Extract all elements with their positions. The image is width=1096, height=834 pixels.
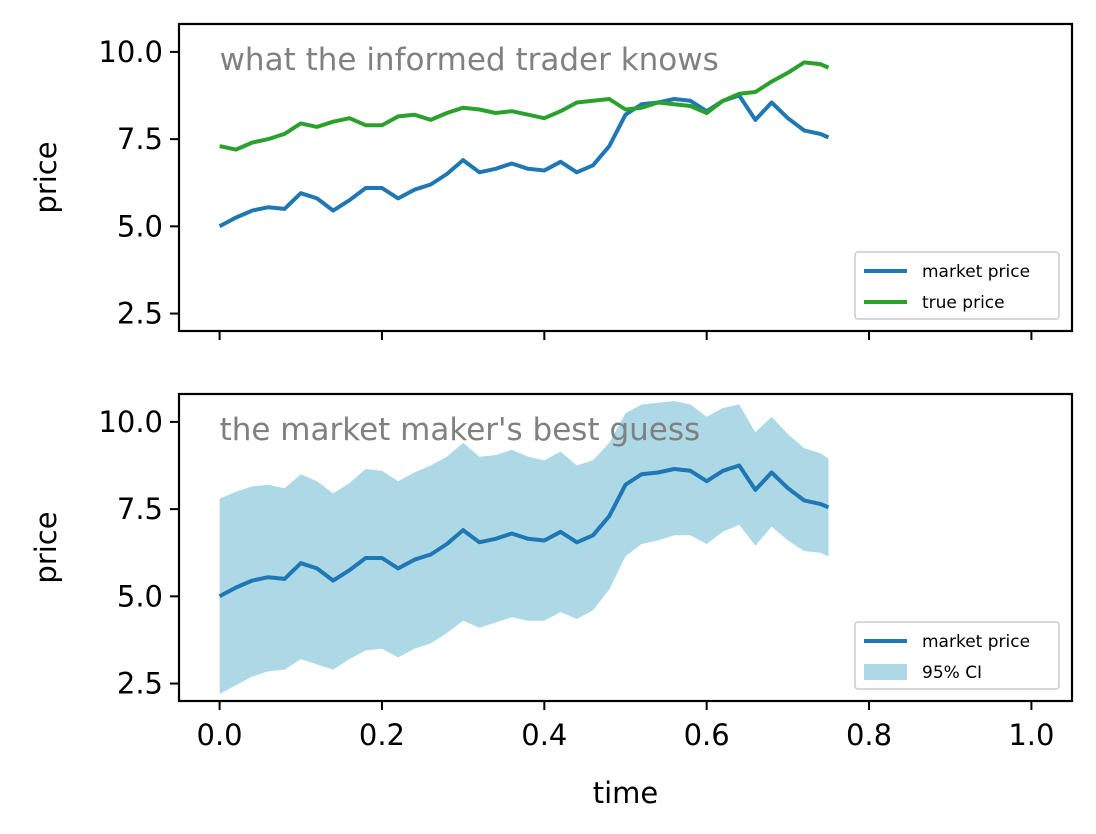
- y-axis-label: price: [29, 141, 63, 213]
- x-tick-label: 0.0: [197, 718, 243, 752]
- legend-label: market price: [922, 262, 1030, 282]
- ci-band: [219, 401, 829, 694]
- y-tick-label: 5.0: [117, 209, 163, 243]
- y-tick-label: 7.5: [117, 122, 163, 156]
- y-tick-label: 7.5: [117, 492, 163, 526]
- bottom-panel: 0.0 0.2 0.4 0.6 0.8 1.0 2.5 5.0 7.5 10.0 price time…: [29, 392, 1074, 810]
- x-tick-label: 0.2: [359, 718, 405, 752]
- y-tick-label: 2.5: [117, 667, 163, 701]
- axes-frame: [177, 392, 1074, 703]
- x-tick-label: 0.4: [521, 718, 567, 752]
- y-tick-label: 10.0: [98, 405, 163, 439]
- true-price-line: [219, 60, 830, 152]
- x-tick-label: 1.0: [1008, 718, 1054, 752]
- axes-frame: [177, 22, 1074, 333]
- top-panel: 2.5 5.0 7.5 10.0 price what the informed trad…: [29, 22, 1074, 340]
- y-tick-label: 2.5: [117, 297, 163, 331]
- y-axis-label: price: [29, 511, 63, 583]
- panel-title: what the informed trader knows: [220, 42, 719, 78]
- x-axis-label: time: [593, 776, 659, 810]
- y-tick-label: 5.0: [117, 579, 163, 613]
- x-tick-label: 0.8: [846, 718, 892, 752]
- panel-title: the market maker's best guess: [220, 412, 701, 448]
- x-tick-label: 0.6: [684, 718, 730, 752]
- market-price-line: [218, 463, 830, 599]
- legend-label: market price: [922, 632, 1030, 652]
- y-tick-label: 10.0: [98, 35, 163, 69]
- legend-label: 95% CI: [922, 663, 982, 683]
- legend-label: true price: [922, 293, 1005, 313]
- legend-swatch: [864, 664, 907, 680]
